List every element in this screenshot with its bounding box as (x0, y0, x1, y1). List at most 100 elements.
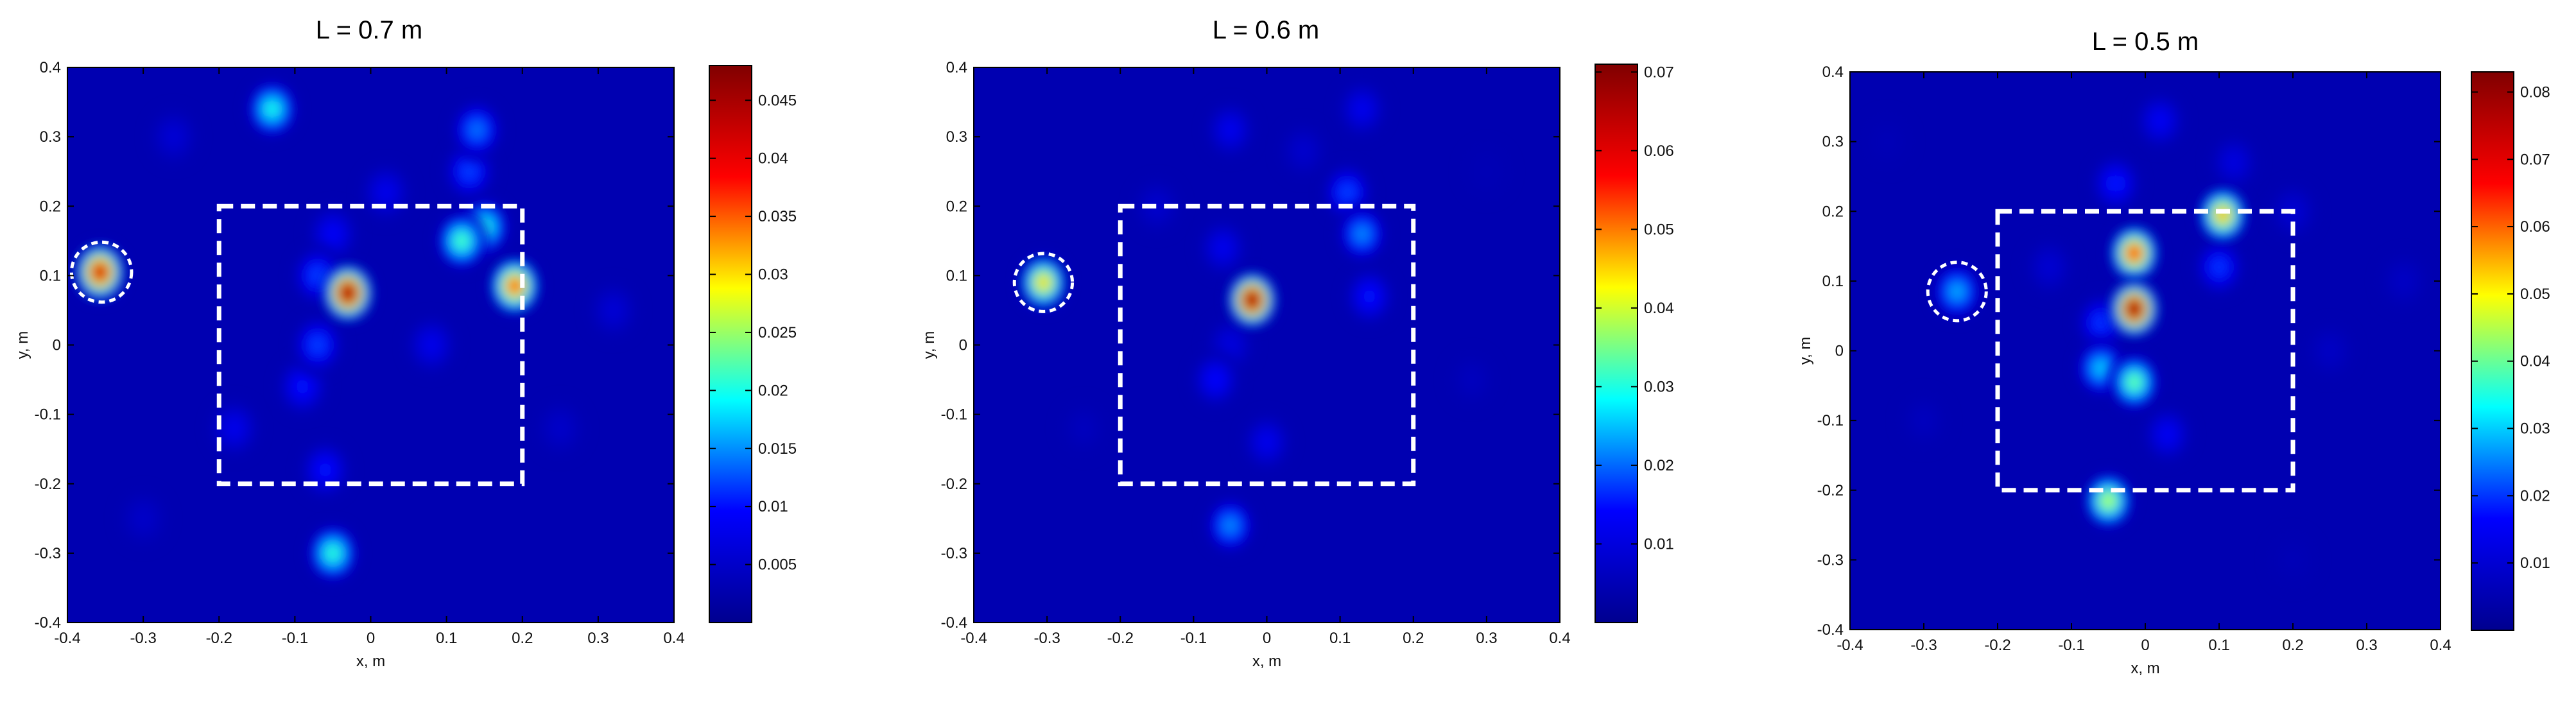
heatmap-intensity (1018, 80, 1512, 555)
heatmap-hotspot (322, 263, 374, 323)
heatmap-hotspot (1058, 399, 1109, 458)
chart-title: L = 0.7 m (316, 16, 422, 44)
heatmap-hotspot (291, 314, 344, 375)
colorbar-tick-label: 0.03 (2520, 420, 2550, 438)
colorbar-tick-label: 0.05 (1644, 221, 1674, 238)
heatmap-intensity (1861, 91, 2430, 590)
x-tick-label: 0.1 (1329, 630, 1351, 647)
heatmap-hotspot (1278, 121, 1329, 180)
colorbar-tick-label: 0.06 (1644, 142, 1674, 160)
colorbar-tick-label: 0.02 (2520, 487, 2550, 504)
heatmap-hotspot (2082, 471, 2134, 530)
heatmap-hotspot (2208, 133, 2260, 192)
x-tick-label: -0.1 (2058, 637, 2084, 654)
y-tick-label: 0.3 (40, 128, 61, 146)
y-tick-label: 0.2 (946, 198, 967, 215)
heatmap-hotspot (1322, 163, 1373, 221)
colorbar-tick-label: 0.02 (758, 382, 788, 399)
x-tick-label: -0.2 (1107, 630, 1134, 647)
colorbar-tick-label: 0.01 (1644, 535, 1674, 553)
heatmap-hotspot (435, 211, 488, 271)
x-axis-label: x, m (1252, 653, 1281, 670)
x-tick-label: 0 (1263, 630, 1271, 647)
x-axis-label: x, m (2131, 660, 2159, 677)
colorbar-tick-label: 0.08 (2520, 83, 2550, 101)
heatmap-hotspot (2193, 237, 2245, 297)
colorbar-tick-label: 0.015 (758, 440, 797, 458)
y-tick-label: -0.3 (941, 545, 967, 562)
heatmap-hotspot (2109, 279, 2160, 338)
dashed-target-circle (1012, 252, 1075, 313)
heatmap-hotspot (2109, 352, 2160, 412)
x-tick-label: 0.1 (436, 630, 457, 647)
heatmap-hotspot (534, 398, 587, 459)
heatmap-hotspot (1190, 350, 1241, 409)
heatmap-hotspot (1197, 218, 1249, 277)
y-tick-label: -0.1 (1817, 412, 1844, 429)
heatmap-hotspot (451, 99, 503, 160)
x-tick-label: -0.3 (1033, 630, 1060, 647)
heatmap-hotspot (2109, 223, 2160, 283)
x-tick-label: -0.1 (282, 630, 308, 647)
y-tick-label: -0.3 (1817, 551, 1844, 569)
x-tick-label: 0.4 (1549, 630, 1570, 647)
dashed-region-box (216, 203, 525, 486)
colorbar-tick-label: 0.05 (2520, 286, 2550, 303)
heatmap-hotspot (2304, 321, 2356, 381)
heatmap-hotspot (2267, 530, 2319, 590)
y-tick-label: 0 (1835, 343, 1844, 360)
heatmap-hotspot (1205, 316, 1256, 374)
y-tick-label: 0.1 (946, 267, 967, 284)
colorbar-tick-label: 0.04 (1644, 300, 1674, 317)
heatmap-hotspot (117, 488, 169, 549)
y-tick-label: -0.4 (1817, 621, 1844, 639)
colorbar-tick-label: 0.02 (1644, 457, 1674, 474)
x-axis-label: x, m (356, 653, 385, 670)
y-axis-label: y, m (921, 331, 938, 359)
x-tick-label: 0.2 (512, 630, 533, 647)
y-tick-label: 0.1 (1822, 273, 1844, 290)
y-tick-label: 0 (53, 337, 61, 354)
heatmap-intensity (74, 79, 640, 583)
dashed-target-circle (69, 240, 134, 304)
colorbar-tick-label: 0.035 (758, 208, 797, 225)
heatmap-hotspot (2134, 91, 2186, 150)
colorbar-tick-label: 0.04 (758, 150, 788, 168)
y-tick-label: 0.3 (946, 128, 967, 146)
colorbar-tick-label: 0.04 (2520, 353, 2550, 370)
heatmap-hotspot (488, 255, 541, 316)
colorbar-tick-label: 0.03 (1644, 378, 1674, 395)
heatmap-hotspot (1861, 112, 1913, 171)
x-tick-label: 0.2 (2282, 637, 2303, 654)
dashed-target-circle (1926, 261, 1988, 323)
heatmap-hotspot (208, 398, 261, 459)
x-tick-label: -0.3 (130, 630, 156, 647)
heatmap-hotspot (1932, 262, 1983, 321)
y-tick-label: -0.2 (35, 476, 61, 493)
colorbar-tick-label: 0.01 (758, 498, 788, 515)
y-axis-label: y, m (14, 331, 31, 359)
heatmap-hotspot (405, 314, 458, 375)
colorbar (709, 65, 752, 623)
y-tick-label: -0.2 (1817, 482, 1844, 499)
y-tick-label: 0 (959, 337, 967, 354)
heatmap-hotspot (2090, 154, 2141, 213)
y-tick-label: -0.4 (35, 614, 61, 632)
y-tick-label: -0.4 (941, 614, 967, 632)
x-tick-label: 0.3 (2356, 637, 2377, 654)
y-tick-label: -0.2 (941, 476, 967, 493)
chart-title: L = 0.6 m (1213, 16, 1319, 44)
heatmap-hotspot (1018, 253, 1069, 312)
x-tick-label: -0.3 (1910, 637, 1937, 654)
colorbar-tick-label: 0.005 (758, 556, 797, 574)
heatmap-hotspot (306, 523, 359, 583)
y-tick-label: 0.4 (40, 59, 61, 76)
x-tick-label: -0.4 (54, 630, 80, 647)
x-tick-label: 0.1 (2208, 637, 2229, 654)
colorbar-tick-label: 0.07 (1644, 64, 1674, 81)
x-tick-label: 0 (367, 630, 375, 647)
colorbar-tick-label: 0.01 (2520, 555, 2550, 572)
colorbar-tick-label: 0.045 (758, 92, 797, 109)
heatmap-hotspot (74, 242, 126, 302)
y-tick-label: 0.2 (40, 198, 61, 215)
